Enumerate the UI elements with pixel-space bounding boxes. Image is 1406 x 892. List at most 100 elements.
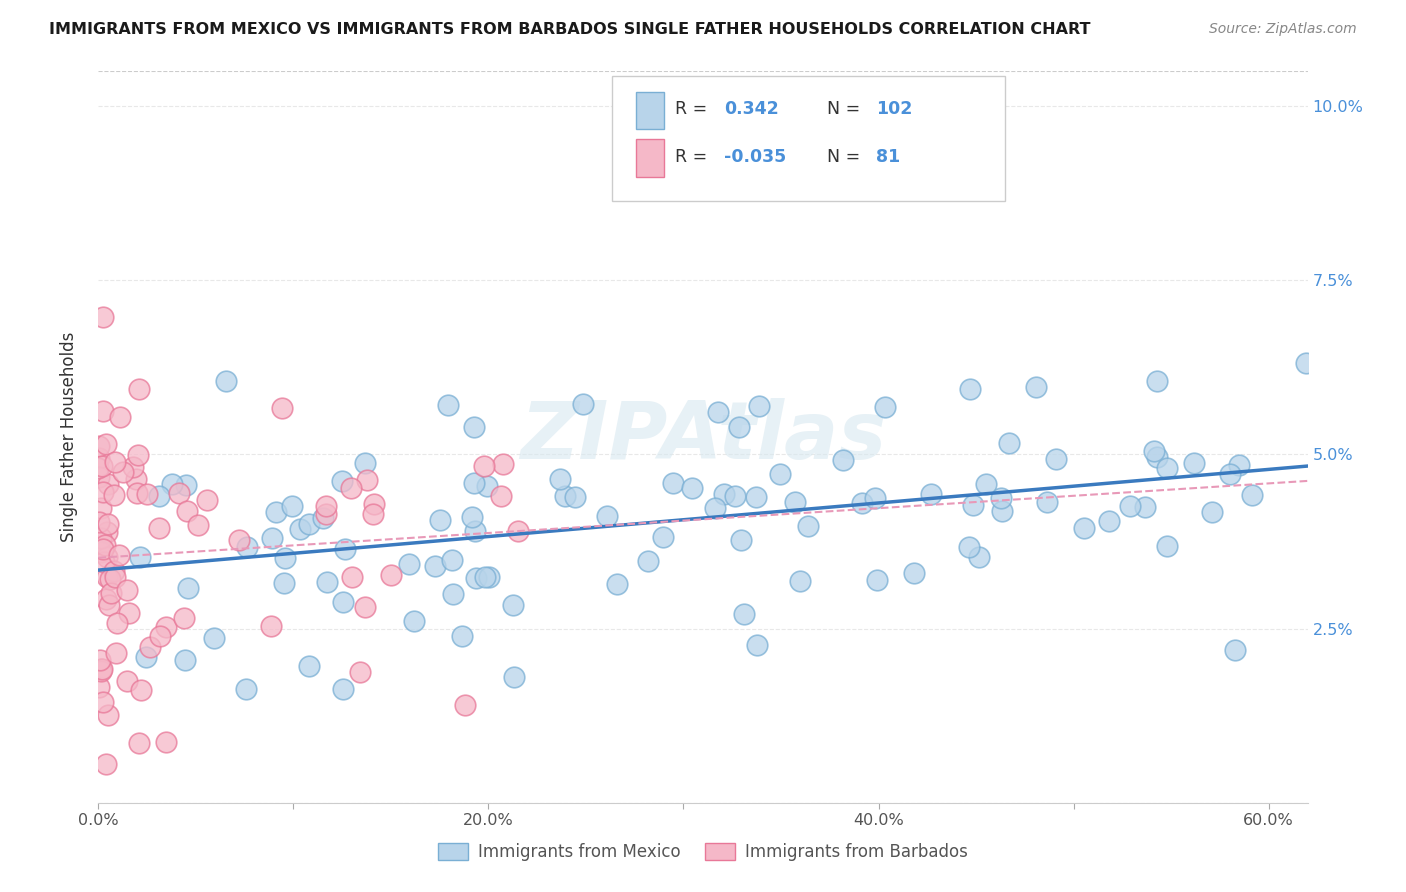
Point <box>332 681 354 696</box>
Point <box>176 504 198 518</box>
Point <box>866 573 889 587</box>
Text: 102: 102 <box>876 100 912 118</box>
Point <box>173 611 195 625</box>
Text: -0.035: -0.035 <box>724 148 786 166</box>
Legend: Immigrants from Mexico, Immigrants from Barbados: Immigrants from Mexico, Immigrants from … <box>432 836 974 868</box>
Text: ZIPAtlas: ZIPAtlas <box>520 398 886 476</box>
Point <box>572 397 595 411</box>
Point <box>502 599 524 613</box>
Point <box>1156 539 1178 553</box>
Point <box>129 682 152 697</box>
Point <box>637 554 659 568</box>
Point <box>108 548 131 562</box>
Point <box>90 500 112 515</box>
Point <box>363 497 385 511</box>
Point <box>91 404 114 418</box>
Point <box>606 577 628 591</box>
Point <box>681 481 703 495</box>
Point <box>298 659 321 673</box>
Point <box>957 540 980 554</box>
Point <box>90 664 112 678</box>
Point <box>332 595 354 609</box>
Point <box>90 662 112 676</box>
Point <box>148 521 170 535</box>
Point <box>135 650 157 665</box>
Point <box>1133 500 1156 514</box>
Text: 0.342: 0.342 <box>724 100 779 118</box>
Point <box>139 640 162 654</box>
Point <box>1156 460 1178 475</box>
Point <box>903 566 925 581</box>
Point <box>104 646 127 660</box>
Point <box>453 698 475 712</box>
Point <box>122 460 145 475</box>
Point <box>785 494 807 508</box>
Point <box>91 662 114 676</box>
Text: R =: R = <box>675 100 707 118</box>
Point <box>554 490 576 504</box>
Point <box>315 575 337 590</box>
Point <box>865 491 887 505</box>
Point <box>115 673 138 688</box>
Point <box>991 504 1014 518</box>
Point <box>90 545 112 559</box>
Point <box>990 491 1012 505</box>
Point <box>704 500 727 515</box>
Point <box>728 420 751 434</box>
Point <box>730 533 752 548</box>
Point <box>492 457 515 471</box>
Point <box>89 439 111 453</box>
Point <box>177 581 200 595</box>
Point <box>136 487 159 501</box>
Point <box>87 680 110 694</box>
Point <box>271 401 294 416</box>
Point <box>128 382 150 396</box>
Point <box>96 592 118 607</box>
Point <box>548 472 571 486</box>
Point <box>1035 495 1057 509</box>
Point <box>97 476 120 491</box>
Point <box>315 499 337 513</box>
Point <box>273 575 295 590</box>
Point <box>962 498 984 512</box>
Point <box>87 461 110 475</box>
Point <box>429 513 451 527</box>
Point <box>103 564 125 578</box>
Point <box>713 487 735 501</box>
Point <box>264 505 287 519</box>
Point <box>1240 488 1263 502</box>
Text: R =: R = <box>675 148 707 166</box>
Point <box>91 541 114 556</box>
Point <box>652 530 675 544</box>
Point <box>118 606 141 620</box>
Point <box>354 600 377 615</box>
Point <box>1182 456 1205 470</box>
Point <box>425 559 447 574</box>
Point <box>564 491 586 505</box>
Text: N =: N = <box>827 148 860 166</box>
Point <box>97 517 120 532</box>
Point <box>96 436 118 450</box>
Point <box>349 665 371 680</box>
Point <box>262 531 284 545</box>
Point <box>149 629 172 643</box>
Point <box>105 616 128 631</box>
Y-axis label: Single Father Households: Single Father Households <box>59 332 77 542</box>
Point <box>174 478 197 492</box>
Point <box>87 470 110 484</box>
Point <box>127 449 149 463</box>
Point <box>976 477 998 491</box>
Point <box>173 653 195 667</box>
Point <box>148 489 170 503</box>
Point <box>789 574 811 589</box>
Point <box>508 524 530 538</box>
Point <box>96 570 118 584</box>
Point <box>998 435 1021 450</box>
Point <box>596 508 619 523</box>
Point <box>288 521 311 535</box>
Point <box>441 587 464 601</box>
Point <box>129 549 152 564</box>
Point <box>195 492 218 507</box>
Point <box>440 553 463 567</box>
Point <box>97 707 120 722</box>
